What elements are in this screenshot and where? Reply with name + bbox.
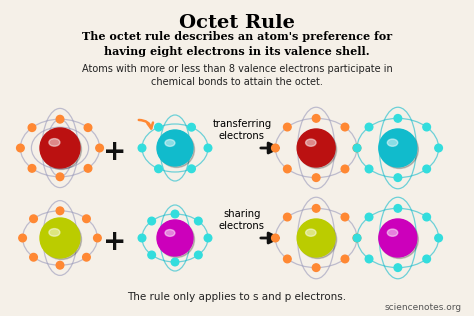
- Circle shape: [365, 213, 373, 221]
- Circle shape: [353, 144, 361, 152]
- Circle shape: [380, 221, 419, 258]
- Circle shape: [42, 130, 82, 169]
- Circle shape: [423, 255, 430, 263]
- Circle shape: [353, 234, 361, 242]
- Circle shape: [283, 165, 291, 173]
- Circle shape: [30, 253, 37, 261]
- Circle shape: [17, 144, 24, 152]
- Circle shape: [379, 129, 417, 167]
- Circle shape: [204, 234, 212, 242]
- Circle shape: [157, 130, 193, 166]
- Circle shape: [157, 220, 193, 256]
- Text: The octet rule describes an atom's preference for
having eight electrons in its : The octet rule describes an atom's prefe…: [82, 31, 392, 57]
- Circle shape: [138, 144, 146, 152]
- Ellipse shape: [387, 229, 398, 236]
- Ellipse shape: [306, 229, 316, 236]
- Ellipse shape: [165, 140, 175, 146]
- Circle shape: [365, 165, 373, 173]
- Text: The rule only applies to s and p electrons.: The rule only applies to s and p electro…: [128, 292, 346, 302]
- Circle shape: [299, 221, 337, 258]
- Circle shape: [297, 129, 335, 167]
- Circle shape: [171, 258, 179, 266]
- Circle shape: [435, 234, 442, 242]
- Circle shape: [312, 115, 320, 122]
- Circle shape: [40, 218, 80, 258]
- Circle shape: [297, 219, 335, 257]
- Circle shape: [96, 144, 103, 152]
- Circle shape: [84, 124, 92, 131]
- Circle shape: [435, 144, 442, 152]
- Circle shape: [423, 213, 430, 221]
- Circle shape: [394, 174, 401, 181]
- Circle shape: [312, 264, 320, 271]
- Circle shape: [353, 234, 361, 242]
- Text: transferring
electrons: transferring electrons: [212, 118, 272, 141]
- Circle shape: [82, 215, 90, 222]
- Circle shape: [30, 215, 37, 222]
- Circle shape: [312, 174, 320, 181]
- Circle shape: [394, 204, 401, 212]
- Circle shape: [394, 264, 401, 271]
- Ellipse shape: [49, 139, 60, 146]
- Circle shape: [56, 173, 64, 181]
- Circle shape: [394, 115, 401, 122]
- Circle shape: [341, 255, 349, 263]
- Circle shape: [272, 144, 279, 152]
- Circle shape: [171, 210, 179, 218]
- Circle shape: [28, 124, 36, 131]
- Circle shape: [148, 217, 155, 225]
- Circle shape: [155, 124, 162, 131]
- Circle shape: [341, 213, 349, 221]
- Circle shape: [84, 165, 92, 172]
- Circle shape: [82, 253, 90, 261]
- Circle shape: [353, 144, 361, 152]
- Circle shape: [341, 123, 349, 131]
- Text: Atoms with more or less than 8 valence electrons participate in
chemical bonds t: Atoms with more or less than 8 valence e…: [82, 64, 392, 87]
- Circle shape: [365, 123, 373, 131]
- Circle shape: [138, 234, 146, 242]
- Circle shape: [365, 255, 373, 263]
- Circle shape: [272, 234, 279, 242]
- Circle shape: [188, 124, 195, 131]
- Circle shape: [341, 165, 349, 173]
- Circle shape: [155, 165, 162, 173]
- Circle shape: [379, 219, 417, 257]
- Circle shape: [283, 123, 291, 131]
- Ellipse shape: [49, 228, 60, 236]
- Circle shape: [56, 207, 64, 215]
- Text: +: +: [103, 138, 127, 166]
- Circle shape: [40, 128, 80, 168]
- Circle shape: [194, 251, 202, 259]
- Circle shape: [423, 123, 430, 131]
- Circle shape: [28, 165, 36, 172]
- Circle shape: [158, 222, 194, 258]
- Circle shape: [42, 220, 82, 259]
- Circle shape: [194, 217, 202, 225]
- Circle shape: [93, 234, 101, 242]
- Circle shape: [283, 213, 291, 221]
- Ellipse shape: [306, 139, 316, 146]
- Circle shape: [158, 131, 194, 167]
- Text: sciencenotes.org: sciencenotes.org: [385, 303, 462, 312]
- Text: +: +: [103, 228, 127, 256]
- Circle shape: [56, 261, 64, 269]
- Circle shape: [312, 204, 320, 212]
- Circle shape: [188, 165, 195, 173]
- Circle shape: [56, 115, 64, 123]
- Text: sharing
electrons: sharing electrons: [219, 209, 265, 231]
- Text: Octet Rule: Octet Rule: [179, 14, 295, 32]
- Circle shape: [299, 131, 337, 168]
- Circle shape: [380, 131, 419, 168]
- Circle shape: [283, 255, 291, 263]
- Ellipse shape: [165, 229, 175, 236]
- Circle shape: [19, 234, 27, 242]
- Circle shape: [148, 251, 155, 259]
- Circle shape: [423, 165, 430, 173]
- Ellipse shape: [387, 139, 398, 146]
- Circle shape: [204, 144, 212, 152]
